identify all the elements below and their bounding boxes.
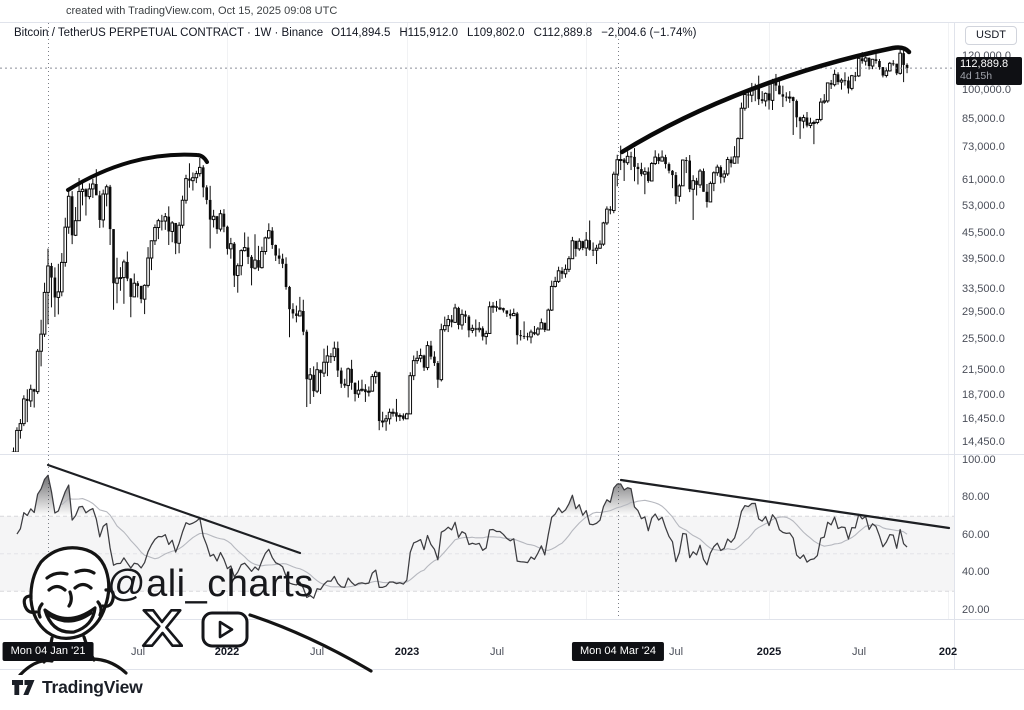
ohlc-value: O114,894.5	[331, 27, 391, 39]
time-tick-label: Jul	[851, 646, 867, 658]
ohlc-value: C112,889.8	[533, 27, 593, 39]
tradingview-wordmark: TradingView	[42, 677, 143, 697]
time-tick-label: Jul	[130, 646, 146, 658]
price-tick-label: 53,000.0	[962, 199, 1005, 212]
rsi-tick-label: 20.00	[962, 603, 990, 616]
price-tick-label: 14,450.0	[962, 436, 1005, 449]
time-tick-label: Jul	[668, 646, 684, 658]
time-tick-label: 2023	[394, 646, 420, 658]
tradingview-mark-icon	[12, 679, 35, 695]
price-tick-label: 21,500.0	[962, 364, 1005, 377]
last-price-value: 112,889.8	[960, 58, 1009, 71]
rsi-tick-label: 40.00	[962, 566, 990, 578]
rsi-tick-label: 80.00	[962, 491, 990, 503]
youtube-logo-icon	[201, 611, 249, 648]
ohlc-value: −2,004.6 (−1.74%)	[601, 27, 697, 39]
ohlc-values: O114,894.5 H115,912.0 L109,802.0 C112,889.8…	[331, 27, 705, 39]
bar-countdown: 4d 15h	[960, 69, 993, 82]
price-tick-label: 16,450.0	[962, 412, 1005, 425]
time-marker-chip: Mon 04 Mar '24	[571, 642, 665, 661]
price-tick-label: 29,500.0	[962, 306, 1005, 319]
time-marker-chip: Mon 04 Jan '21	[2, 642, 94, 661]
price-tick-label: 25,500.0	[962, 332, 1005, 345]
tradingview-logo[interactable]: TradingView	[12, 677, 143, 698]
ali-charts-handle: @ali_charts	[107, 563, 314, 605]
ohlc-value: H115,912.0	[399, 27, 458, 39]
rsi-tick-label: 100.00	[962, 453, 996, 466]
time-tick-label: Jul	[489, 646, 505, 658]
price-tick-label: 45,500.0	[962, 227, 1005, 240]
price-tick-label: 85,000.0	[962, 113, 1005, 126]
x-logo-icon	[141, 609, 183, 647]
time-tick-label: Jul	[309, 646, 325, 658]
ohlc-value: L109,802.0	[467, 27, 525, 39]
price-tick-label: 73,000.0	[962, 141, 1005, 154]
rsi-tick-label: 60.00	[962, 528, 990, 541]
price-tick-label: 18,700.0	[962, 389, 1005, 402]
time-tick-label: 2022	[214, 646, 240, 658]
price-tick-label: 100,000.0	[962, 83, 1011, 96]
currency-toggle-button[interactable]: USDT	[965, 26, 1017, 45]
symbol-title[interactable]: Bitcoin / TetherUS PERPETUAL CONTRACT · …	[14, 27, 324, 39]
symbol-legend: Bitcoin / TetherUS PERPETUAL CONTRACT · …	[14, 27, 705, 39]
created-with-note: created with TradingView.com, Oct 15, 20…	[66, 5, 338, 17]
price-tick-label: 61,000.0	[962, 173, 1005, 186]
price-tick-label: 39,500.0	[962, 253, 1005, 266]
last-price-label: 112,889.8 4d 15h	[956, 57, 1022, 86]
price-tick-label: 33,500.0	[962, 283, 1005, 296]
time-tick-label: 2025	[756, 646, 782, 658]
time-tick-label: 202	[938, 646, 958, 658]
